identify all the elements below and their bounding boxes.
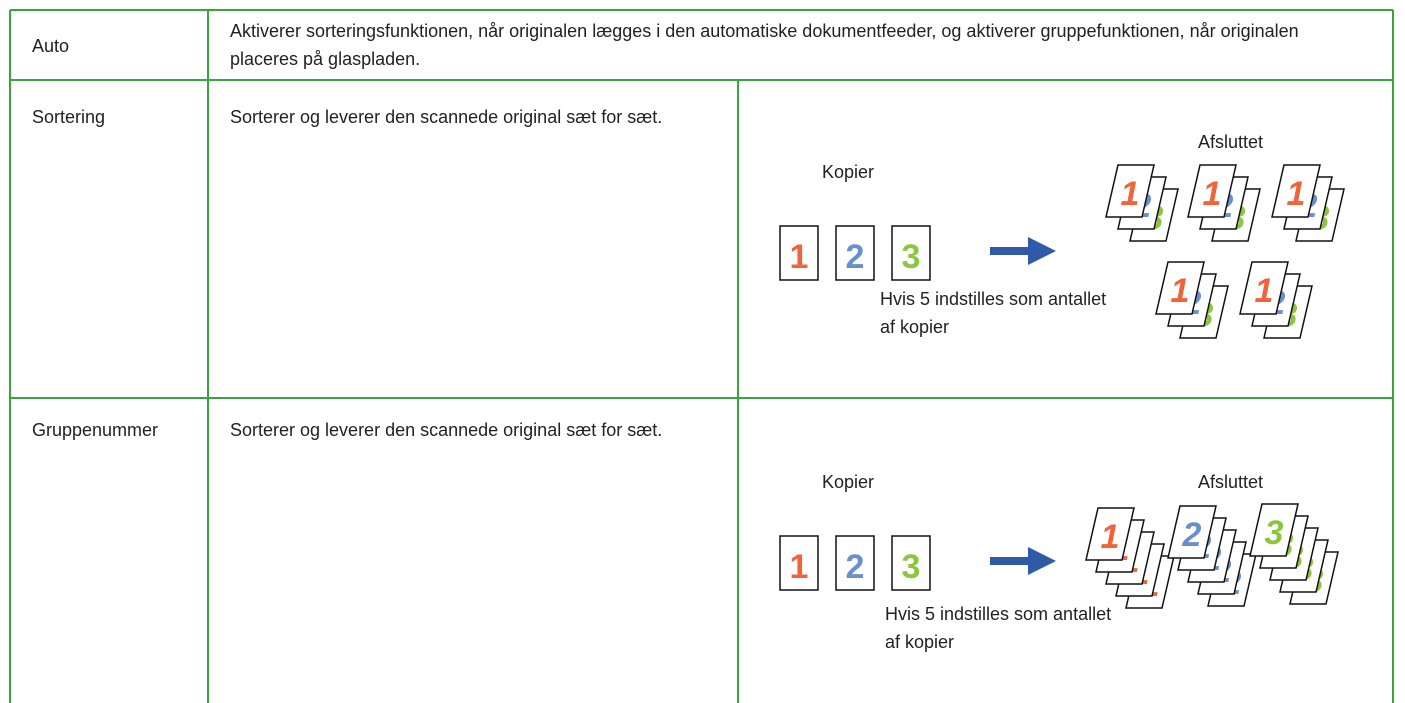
page-number: 2 [846,238,865,276]
page-number: 3 [1265,514,1284,552]
page-number: 1 [1203,175,1222,213]
page-number: 1 [1121,175,1140,213]
arrow-head [1028,547,1056,575]
original-page [835,225,875,281]
sheet [1187,164,1237,218]
page-number: 3 [902,238,921,276]
sheet [1239,261,1289,315]
source-label: Kopier [822,162,874,182]
page-number: 2 [846,548,865,586]
note: Hvis 5 indstilles som antallet af kopier [885,604,1112,652]
note: Hvis 5 indstilles som antallet af kopier [880,289,1107,337]
source-label: Kopier [822,472,874,492]
row-description: Aktiverer sorteringsfunktionen, når orig… [230,21,1299,69]
page-number: 1 [790,238,809,276]
sheet [1167,505,1217,559]
row-label: Gruppenummer [32,420,159,440]
arrow-shaft [990,247,1030,255]
page-number: 2 [1182,516,1202,554]
row-label: Sortering [32,107,106,127]
row-label: Auto [32,36,70,56]
page-number: 1 [790,548,809,586]
result-label: Afsluttet [1198,132,1263,152]
original-page [779,535,819,591]
page-number: 1 [1101,518,1120,556]
original-page [779,225,819,281]
original-page [835,535,875,591]
page-number: 1 [1255,272,1274,310]
row-description: Sorterer og leverer den scannede origina… [230,420,663,440]
sheet [1271,164,1321,218]
sheet [1105,164,1155,218]
page-number: 3 [902,548,921,586]
page-number: 1 [1287,175,1306,213]
result-label: Afsluttet [1198,472,1263,492]
sheet [1249,503,1299,557]
arrow-shaft [990,557,1030,565]
original-page [891,535,931,591]
sheet [1085,507,1135,561]
arrow-head [1028,237,1056,265]
page-number: 1 [1171,272,1190,310]
original-page [891,225,931,281]
sheet [1155,261,1205,315]
row-description: Sorterer og leverer den scannede origina… [230,107,663,127]
